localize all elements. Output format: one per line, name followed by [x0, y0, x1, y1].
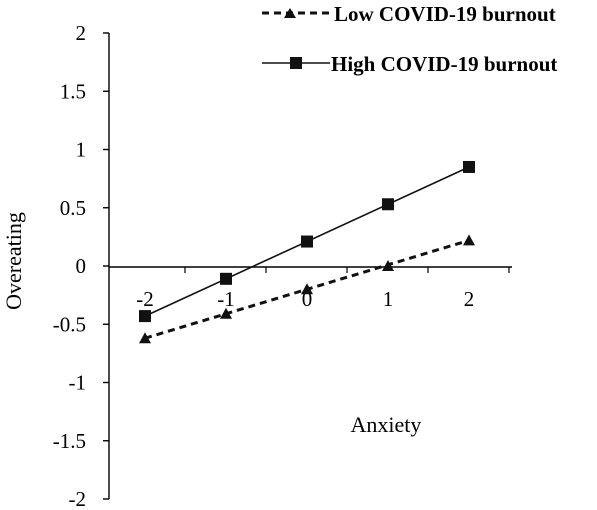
legend-label-low: Low COVID-19 burnout	[334, 2, 556, 26]
x-tick-label: 1	[383, 287, 394, 311]
y-axis-title: Overeating	[1, 212, 26, 310]
data-point-low	[382, 260, 394, 271]
x-tick-label: -2	[136, 287, 154, 311]
legend-marker-high	[290, 57, 302, 69]
x-tick-label: 2	[464, 287, 475, 311]
data-point-low	[220, 307, 232, 319]
data-point-high	[139, 310, 151, 323]
data-point-low	[463, 234, 475, 246]
legend-label-high: High COVID-19 burnout	[331, 52, 557, 76]
x-tick-label: 0	[302, 287, 313, 311]
data-point-high	[301, 235, 313, 248]
legend: Low COVID-19 burnout High COVID-19 burno…	[262, 2, 557, 76]
data-point-low	[301, 283, 313, 295]
y-tick-label: 0.5	[60, 196, 86, 220]
data-point-low	[139, 332, 151, 344]
y-tick-label: -2	[69, 487, 87, 510]
legend-marker-low	[284, 8, 296, 18]
y-tick-label: 1.5	[60, 79, 86, 103]
x-ticks: -2 -1 0 1 2	[136, 267, 510, 311]
y-tick-label: 1	[76, 138, 87, 162]
series-layer	[139, 160, 475, 344]
x-axis-title: Anxiety	[351, 412, 422, 437]
y-tick-label: -1	[69, 371, 87, 395]
data-point-high	[382, 198, 394, 211]
y-tick-label: 0	[76, 254, 87, 278]
data-point-high	[463, 160, 475, 173]
y-ticks: 2 1.5 1 0.5 0 -0.5 -1 -1.5 -2	[53, 21, 109, 510]
data-point-high	[220, 272, 232, 285]
x-tick-label: -1	[217, 287, 235, 311]
y-tick-label: -1.5	[53, 429, 86, 453]
y-tick-label: 2	[76, 21, 87, 45]
y-tick-label: -0.5	[53, 312, 86, 336]
